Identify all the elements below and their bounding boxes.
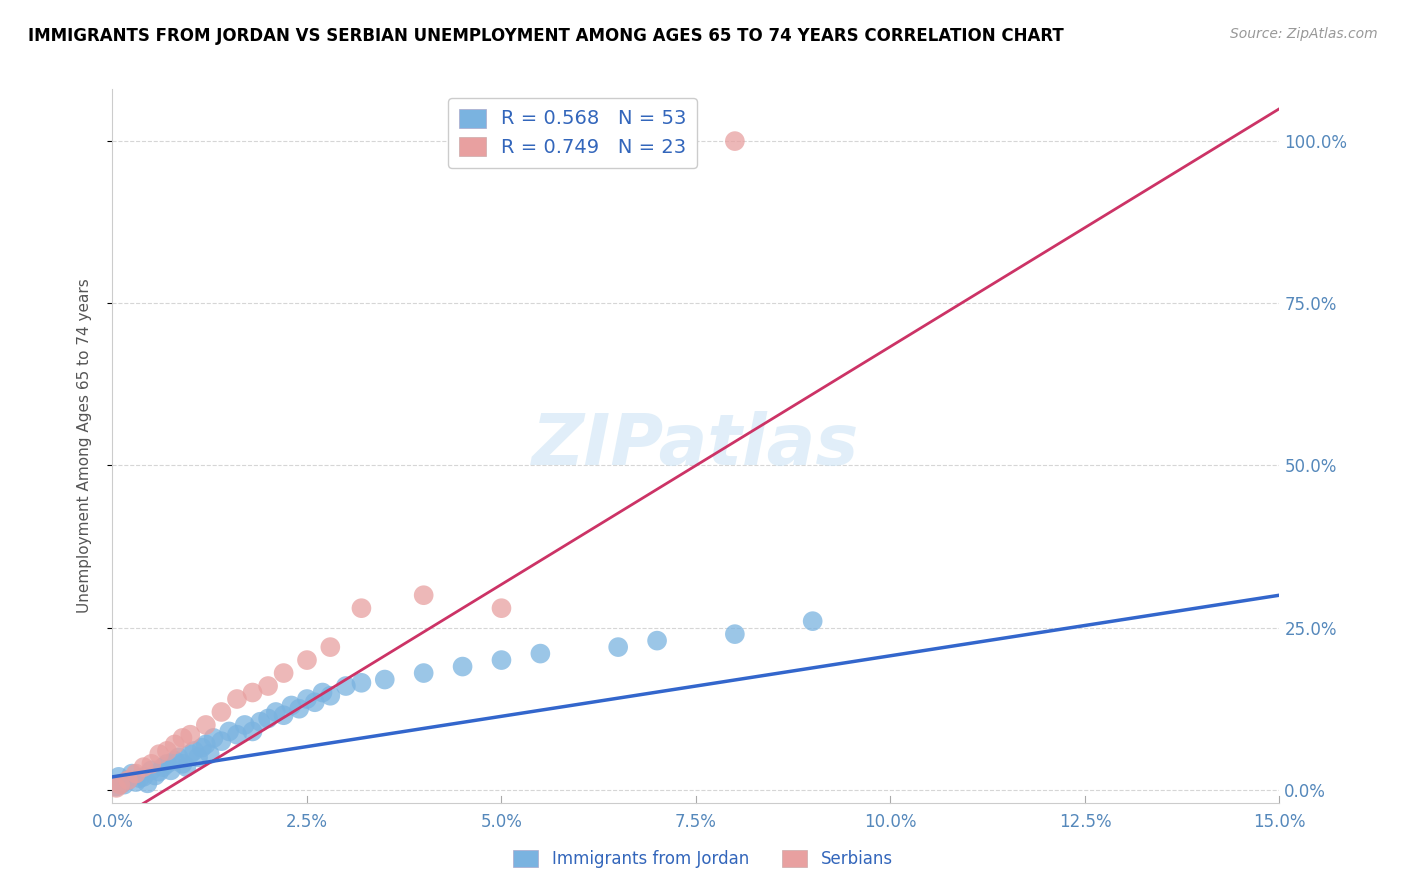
Point bbox=[724, 627, 747, 641]
Point bbox=[319, 640, 342, 654]
Point bbox=[172, 756, 194, 771]
Point bbox=[218, 724, 240, 739]
Point bbox=[233, 718, 256, 732]
Legend: R = 0.568   N = 53, R = 0.749   N = 23: R = 0.568 N = 53, R = 0.749 N = 23 bbox=[449, 98, 697, 168]
Point bbox=[194, 738, 217, 752]
Point bbox=[311, 685, 333, 699]
Point bbox=[295, 653, 318, 667]
Point bbox=[607, 640, 630, 654]
Point bbox=[242, 685, 264, 699]
Point bbox=[801, 614, 824, 628]
Point bbox=[209, 734, 232, 748]
Point bbox=[132, 760, 155, 774]
Point bbox=[273, 666, 295, 681]
Point bbox=[645, 633, 668, 648]
Point bbox=[264, 705, 287, 719]
Point bbox=[295, 692, 318, 706]
Point bbox=[105, 780, 128, 795]
Point bbox=[273, 708, 295, 723]
Point bbox=[143, 768, 166, 782]
Y-axis label: Unemployment Among Ages 65 to 74 years: Unemployment Among Ages 65 to 74 years bbox=[77, 278, 91, 614]
Legend: Immigrants from Jordan, Serbians: Immigrants from Jordan, Serbians bbox=[506, 843, 900, 875]
Point bbox=[226, 692, 249, 706]
Point bbox=[374, 673, 396, 687]
Point bbox=[148, 747, 170, 761]
Point bbox=[724, 134, 747, 148]
Point bbox=[141, 764, 163, 778]
Point bbox=[125, 766, 148, 780]
Point bbox=[156, 744, 179, 758]
Point bbox=[112, 778, 135, 792]
Point bbox=[179, 747, 201, 761]
Point bbox=[412, 588, 434, 602]
Point bbox=[529, 647, 551, 661]
Point bbox=[491, 653, 513, 667]
Point bbox=[194, 718, 217, 732]
Point bbox=[136, 776, 159, 790]
Point bbox=[167, 750, 190, 764]
Point bbox=[335, 679, 357, 693]
Text: ZIPatlas: ZIPatlas bbox=[533, 411, 859, 481]
Point bbox=[105, 780, 128, 794]
Point bbox=[183, 744, 205, 758]
Point bbox=[198, 747, 221, 761]
Point bbox=[163, 738, 186, 752]
Point bbox=[491, 601, 513, 615]
Point bbox=[141, 756, 163, 771]
Point bbox=[111, 776, 134, 790]
Point bbox=[412, 666, 434, 681]
Point bbox=[350, 601, 373, 615]
Point bbox=[249, 714, 271, 729]
Point bbox=[304, 695, 326, 709]
Point bbox=[319, 689, 342, 703]
Text: Source: ZipAtlas.com: Source: ZipAtlas.com bbox=[1230, 27, 1378, 41]
Point bbox=[242, 724, 264, 739]
Point bbox=[121, 766, 143, 780]
Point bbox=[179, 728, 201, 742]
Point bbox=[257, 679, 280, 693]
Point bbox=[163, 754, 186, 768]
Point bbox=[117, 773, 139, 788]
Point bbox=[451, 659, 474, 673]
Point bbox=[226, 728, 249, 742]
Point bbox=[209, 705, 232, 719]
Point bbox=[125, 775, 148, 789]
Point bbox=[350, 675, 373, 690]
Point bbox=[257, 711, 280, 725]
Point bbox=[128, 771, 150, 785]
Point bbox=[152, 760, 174, 774]
Point bbox=[107, 770, 129, 784]
Point bbox=[132, 770, 155, 784]
Point bbox=[110, 778, 132, 792]
Point bbox=[148, 764, 170, 779]
Point bbox=[172, 731, 194, 745]
Point bbox=[280, 698, 302, 713]
Point bbox=[160, 764, 183, 778]
Point bbox=[288, 702, 311, 716]
Point bbox=[156, 756, 179, 771]
Point bbox=[202, 731, 225, 745]
Point bbox=[191, 740, 214, 755]
Point bbox=[176, 760, 198, 774]
Text: IMMIGRANTS FROM JORDAN VS SERBIAN UNEMPLOYMENT AMONG AGES 65 TO 74 YEARS CORRELA: IMMIGRANTS FROM JORDAN VS SERBIAN UNEMPL… bbox=[28, 27, 1064, 45]
Point bbox=[187, 750, 209, 764]
Point bbox=[117, 773, 139, 788]
